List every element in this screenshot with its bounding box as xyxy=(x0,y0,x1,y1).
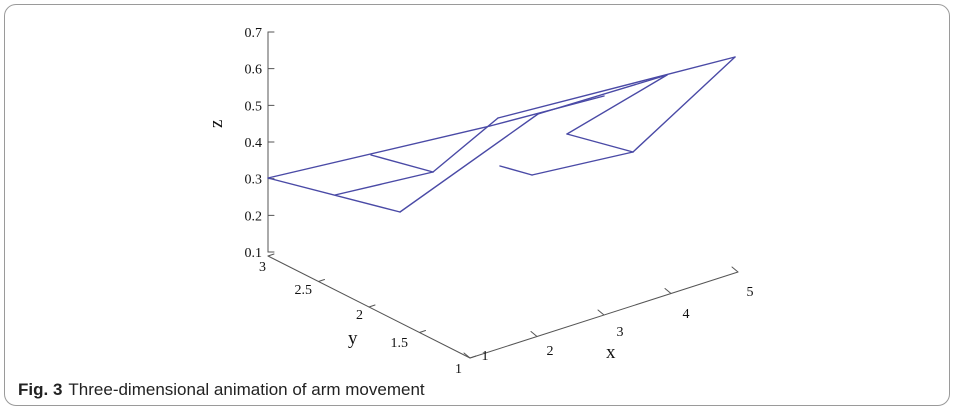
y-axis-tick xyxy=(267,253,275,257)
x-tick-label: 1 xyxy=(482,349,489,364)
x-tick-label: 3 xyxy=(617,325,624,340)
arm-segment xyxy=(499,165,533,176)
y-tick-label: 2 xyxy=(356,308,363,323)
z-tick-label: 0.4 xyxy=(245,136,263,151)
figure-caption-label: Fig. 3 xyxy=(18,380,63,399)
arm-lines-group xyxy=(267,56,736,213)
figure-caption: Fig. 3 Three-dimensional animation of arm… xyxy=(18,380,425,400)
y-axis-tick xyxy=(318,279,325,282)
x-tick-label: 5 xyxy=(747,285,754,300)
arm-segment xyxy=(632,56,736,153)
arm-segment xyxy=(537,74,668,115)
figure-frame xyxy=(4,4,950,406)
y-axis-tick xyxy=(419,330,426,333)
x-axis-tick xyxy=(463,352,471,359)
y-tick-label: 1 xyxy=(455,362,462,377)
x-axis-tick xyxy=(664,288,672,294)
arm-segment xyxy=(267,177,401,213)
arm-segment xyxy=(334,171,434,196)
axes-group xyxy=(267,31,739,359)
z-tick-label: 0.5 xyxy=(245,99,263,114)
arm-segment xyxy=(432,117,499,173)
y-tick-label: 1.5 xyxy=(391,336,409,351)
figure-caption-text: Three-dimensional animation of arm movem… xyxy=(68,380,425,399)
z-tick-label: 0.6 xyxy=(245,63,263,78)
arm-segment xyxy=(531,151,634,176)
x-axis-tick xyxy=(731,266,739,273)
y-axis-label: y xyxy=(348,328,358,349)
arm-segment xyxy=(566,133,634,153)
z-tick-label: 0.2 xyxy=(245,209,263,224)
x-tick-label: 4 xyxy=(683,307,690,322)
z-axis-label: z xyxy=(206,120,227,128)
arm-segment xyxy=(399,113,539,213)
x-axis-label: x xyxy=(606,342,616,363)
arm-segment xyxy=(497,56,736,119)
x-axis-tick xyxy=(597,309,605,316)
x-axis-tick xyxy=(530,331,538,337)
z-tick-label: 0.1 xyxy=(245,246,263,261)
y-tick-label: 3 xyxy=(259,260,266,275)
arm-segment xyxy=(370,154,434,173)
tick-labels-group: 0.1 0.2 0.3 0.4 0.5 0.6 0.7 1 1.5 2 2.5 3 1 2 3 4 5 xyxy=(245,26,754,377)
z-tick-label: 0.3 xyxy=(245,173,263,188)
x-tick-label: 2 xyxy=(547,344,554,359)
arm-segment xyxy=(267,125,491,179)
z-tick-label: 0.7 xyxy=(245,26,263,41)
y-tick-label: 2.5 xyxy=(295,283,313,298)
arm-segment xyxy=(566,74,668,135)
y-axis-tick xyxy=(368,304,376,308)
